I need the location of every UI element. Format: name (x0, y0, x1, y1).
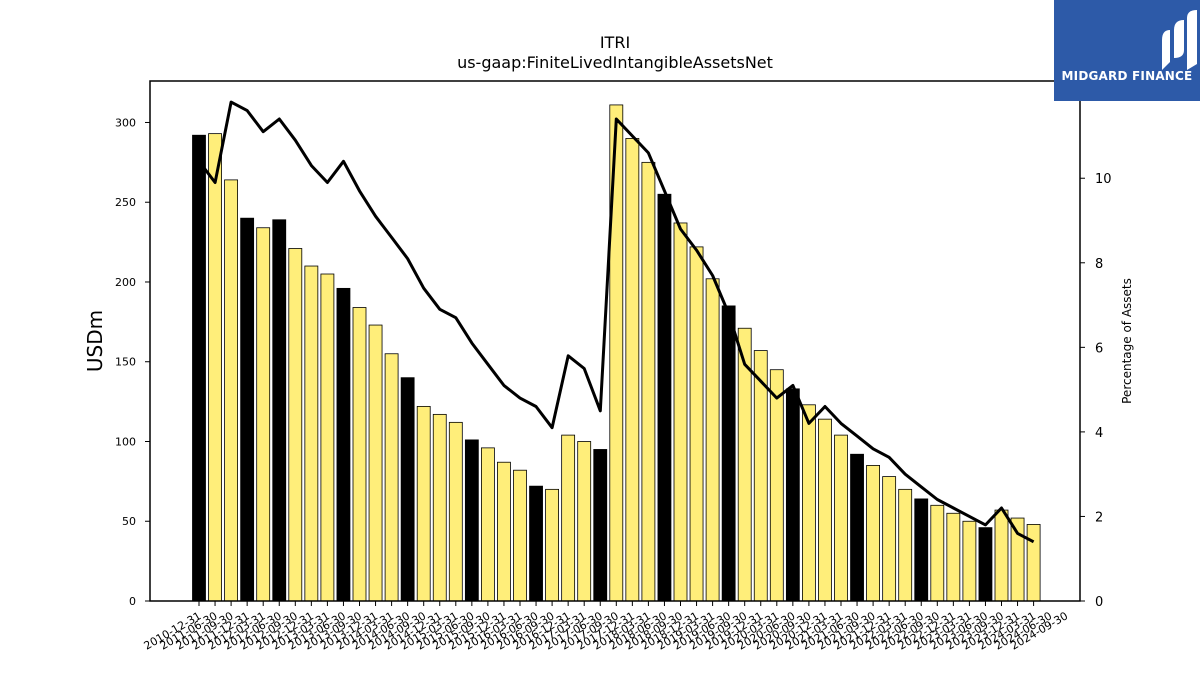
bar (593, 449, 608, 602)
y2-tick-label: 0 (1095, 595, 1103, 610)
bar (657, 193, 672, 602)
bars-group (192, 104, 1041, 602)
midgard-m-logo-icon (1162, 10, 1197, 70)
y2-tick-label: 4 (1095, 426, 1103, 441)
y-tick-label: 100 (115, 435, 136, 448)
bar (978, 527, 993, 602)
bar (208, 133, 222, 602)
bar (689, 246, 704, 602)
y-tick-label: 150 (115, 356, 136, 369)
y2-tick-label: 8 (1095, 257, 1103, 272)
bar (448, 421, 463, 602)
y-tick-label: 200 (115, 276, 136, 289)
bar (336, 287, 351, 602)
bar (818, 418, 832, 602)
bar (272, 219, 287, 602)
bar (400, 377, 415, 602)
bar (240, 217, 255, 602)
bar (288, 248, 303, 602)
bar (432, 413, 447, 602)
bar (962, 520, 977, 602)
line-group (197, 100, 1035, 544)
bar (1010, 517, 1025, 602)
y-axis-label: USDm (83, 310, 107, 372)
bar (513, 469, 527, 602)
bar (673, 222, 688, 602)
bar (577, 441, 592, 602)
brand-name: MIDGARD FINANCE (1061, 69, 1193, 83)
bar (802, 404, 816, 602)
bar (850, 453, 864, 602)
y-tick-label: 50 (122, 515, 136, 528)
bar (320, 273, 335, 602)
bar (480, 447, 495, 602)
chart-title: ITRI (600, 33, 630, 52)
y-tick-label: 300 (115, 116, 136, 129)
bar (914, 498, 929, 602)
bar (352, 307, 367, 602)
y2-tick-label: 10 (1095, 172, 1112, 187)
bar (866, 465, 880, 602)
x-tick-labels: 2010-12-312011-06-302011-09-302011-12-31… (142, 609, 1071, 652)
y2-axis-label: Percentage of Assets (1120, 278, 1134, 404)
bar (224, 179, 239, 602)
bar (785, 388, 800, 602)
bar (721, 305, 736, 602)
y-tick-label: 0 (129, 595, 136, 608)
y2-tick-label: 2 (1095, 510, 1103, 525)
bar (946, 512, 961, 602)
bar (192, 134, 206, 602)
bar (1026, 524, 1041, 602)
bar (529, 485, 543, 602)
axes-group: 0 50 100 150 200 250 300 0 2 4 6 8 10 (115, 80, 1112, 610)
bar (561, 434, 576, 602)
series-line-percentage (197, 100, 1035, 544)
plot-frame (149, 80, 1081, 602)
bar (882, 476, 897, 602)
chart-subtitle: us-gaap:FiniteLivedIntangibleAssetsNet (457, 53, 773, 72)
bar (625, 138, 640, 602)
bar (256, 227, 271, 602)
y-tick-label: 250 (115, 196, 136, 209)
bar (994, 509, 1009, 602)
bar (497, 461, 511, 602)
brand-logo: MIDGARD FINANCE (1054, 0, 1200, 101)
bar (304, 265, 319, 602)
bar (930, 504, 945, 602)
bar (641, 161, 656, 602)
bar (545, 488, 559, 602)
bar (705, 278, 720, 602)
y2-tick-label: 6 (1095, 341, 1103, 356)
bar (834, 434, 848, 602)
bar (464, 439, 479, 602)
bar (368, 324, 383, 602)
bar (416, 405, 431, 602)
bar (769, 369, 784, 602)
bar (753, 350, 768, 602)
bar (898, 488, 913, 602)
bar (384, 353, 399, 602)
